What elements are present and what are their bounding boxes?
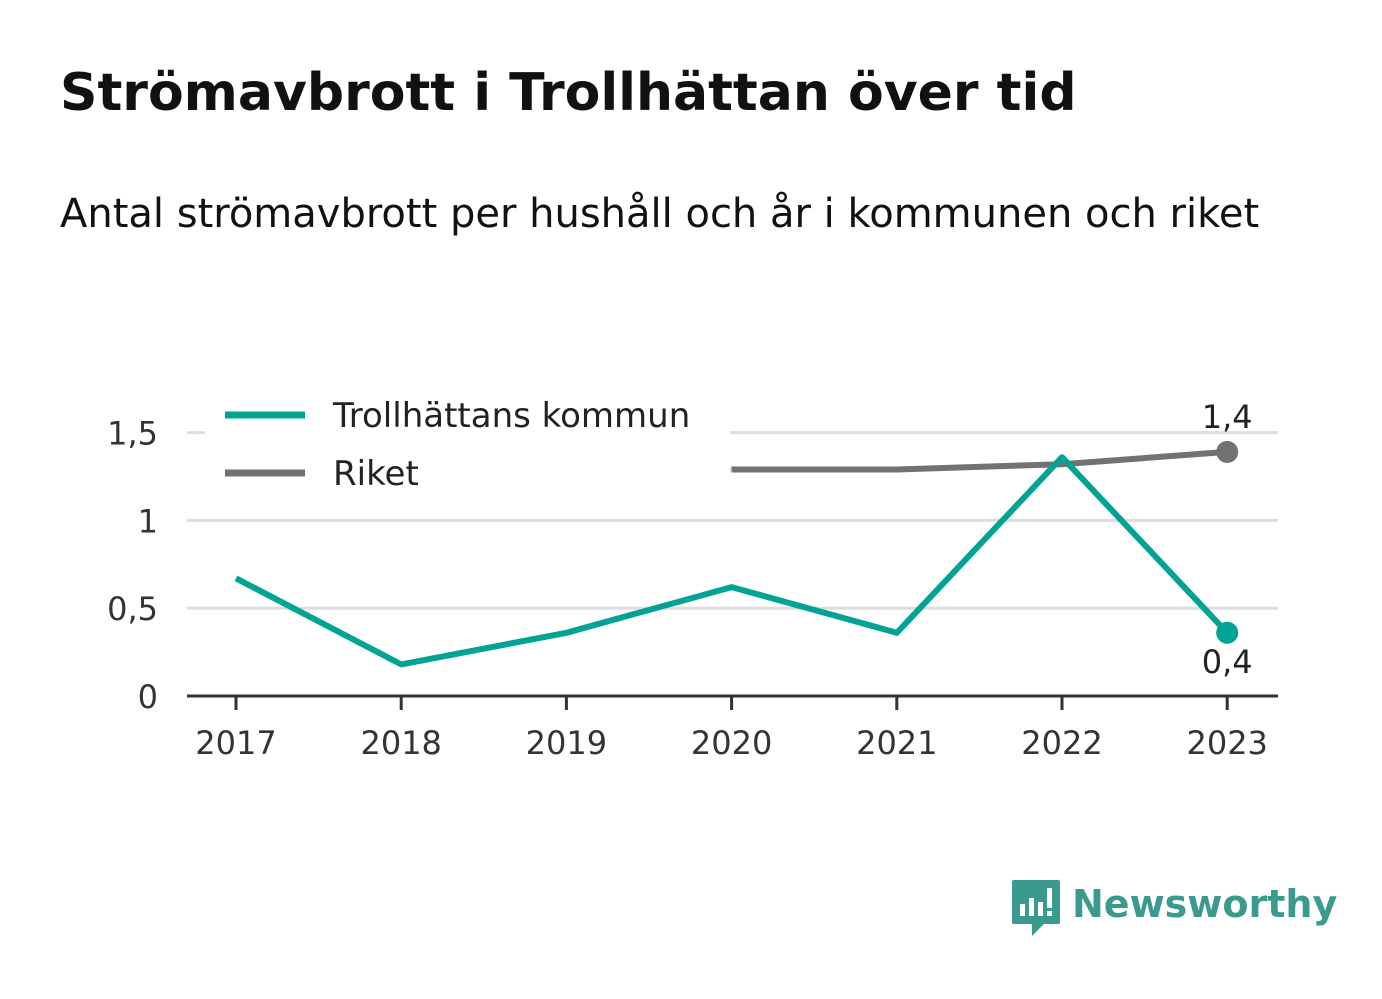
y-axis: 0 0,5 1 1,5 (107, 415, 158, 716)
x-axis: 2017 2018 2019 2020 2021 2022 2023 (187, 694, 1278, 762)
end-point-marker (1216, 440, 1239, 463)
end-labels: 0,4 1,4 (1202, 398, 1253, 681)
y-tick-label: 1 (138, 502, 158, 540)
brand-logo: Newsworthy (1010, 878, 1337, 940)
legend: Trollhättans kommun Riket (205, 393, 730, 499)
chart-subtitle: Antal strömavbrott per hushåll och år i … (60, 191, 1260, 237)
x-tick-label: 2018 (360, 724, 441, 762)
legend-label: Trollhättans kommun (332, 396, 690, 436)
legend-background (205, 393, 730, 499)
chart-title: Strömavbrott i Trollhättan över tid (60, 63, 1077, 123)
x-tick-label: 2023 (1186, 724, 1267, 762)
end-value-label: 1,4 (1202, 398, 1253, 436)
x-tick-label: 2021 (856, 724, 937, 762)
y-tick-label: 0 (138, 678, 158, 716)
x-tick-label: 2019 (526, 724, 607, 762)
series-line-riket (731, 448, 1228, 473)
x-tick-label: 2022 (1021, 724, 1102, 762)
brand-name: Newsworthy (1072, 882, 1338, 926)
x-tick-label: 2020 (691, 724, 772, 762)
newsworthy-chart-bubble-icon (1012, 880, 1060, 936)
end-point-marker (1216, 621, 1239, 644)
y-tick-label: 1,5 (107, 415, 158, 453)
y-tick-label: 0,5 (107, 590, 158, 628)
legend-label: Riket (333, 454, 419, 494)
end-value-label: 0,4 (1202, 643, 1253, 681)
series-line-trollhattan (234, 454, 1230, 668)
x-tick-label: 2017 (195, 724, 276, 762)
